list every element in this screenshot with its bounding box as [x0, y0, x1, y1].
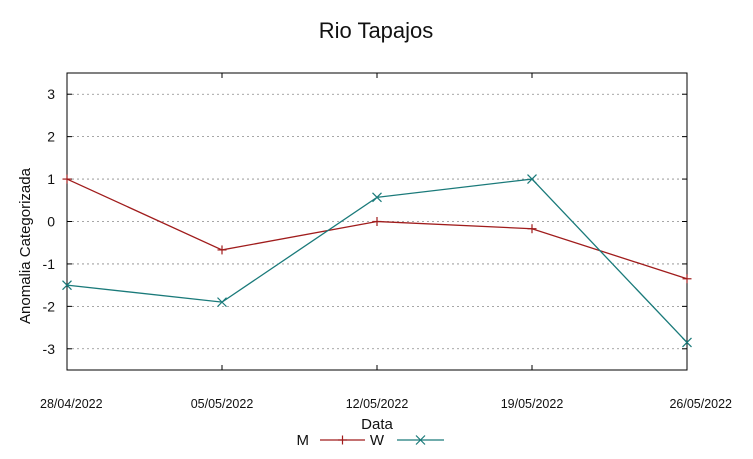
data-point-W	[682, 337, 692, 348]
y-tick-label: -2	[43, 298, 56, 314]
x-tick-label: 05/05/2022	[191, 397, 254, 411]
data-point-W	[62, 280, 72, 291]
series-line-W	[66, 178, 688, 343]
legend-label-W: W	[370, 432, 385, 449]
legend-marker-M	[338, 435, 347, 445]
data-point-W	[527, 174, 537, 184]
data-point-M	[62, 174, 72, 184]
y-tick-label: 1	[47, 171, 55, 187]
x-tick-label: 26/05/2022	[669, 397, 732, 411]
chart-title: Rio Tapajos	[319, 18, 434, 43]
legend-label-M: M	[297, 432, 310, 449]
y-tick-label: 3	[47, 86, 55, 102]
data-point-M	[372, 217, 382, 226]
data-point-W	[372, 192, 382, 203]
y-tick-label: 0	[47, 214, 55, 230]
x-tick-label: 12/05/2022	[346, 397, 409, 411]
x-tick-label: 19/05/2022	[501, 397, 564, 411]
y-tick-label: 2	[47, 129, 55, 145]
y-ticks: -3 -2 -1 0 1 2 3	[43, 86, 687, 357]
x-tick-label: 28/04/2022	[40, 397, 103, 411]
data-point-M	[527, 224, 537, 234]
data-point-W	[217, 297, 227, 308]
x-ticks: 28/04/2022 05/05/2022 12/05/2022 19/05/2022…	[40, 73, 732, 411]
y-tick-label: -1	[43, 256, 56, 272]
x-axis-label: Data	[361, 416, 393, 433]
y-tick-label: -3	[43, 341, 56, 357]
y-axis-label: Anomalia Categorizada	[17, 167, 34, 324]
series-layer	[62, 174, 692, 348]
data-point-M	[682, 274, 692, 284]
legend-marker-W	[415, 435, 426, 445]
data-point-M	[217, 245, 227, 255]
